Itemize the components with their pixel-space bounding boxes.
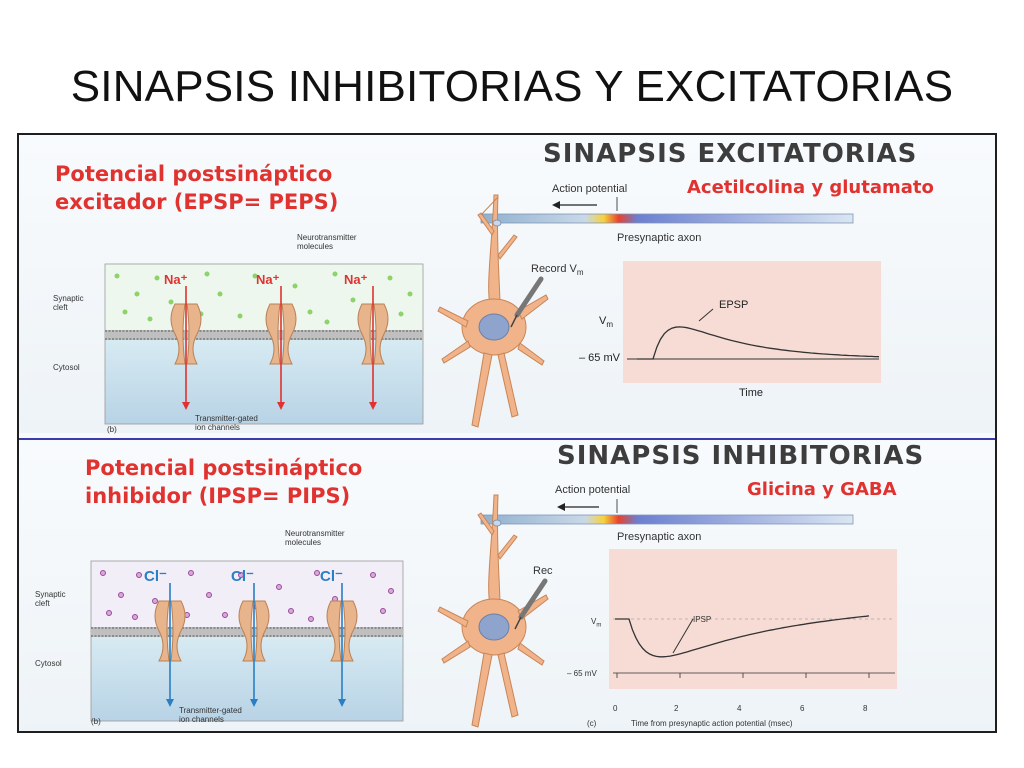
ipsp-tick-4: 4	[737, 704, 742, 713]
ipsp-graph	[609, 549, 897, 689]
ipsp-tick-2: 2	[674, 704, 679, 713]
vm-label-2: Vm	[591, 617, 602, 629]
ion-label-5: Cl⁻	[231, 568, 254, 585]
epsp-graph	[623, 261, 881, 383]
cytosol-label-2: Cytosol	[35, 659, 62, 668]
diagram-frame: Potencial postsináptico excitador (EPSP=…	[17, 133, 997, 733]
record-electrode-2	[514, 578, 548, 630]
neurotransmitter-label: Neurotransmitter molecules	[297, 233, 357, 251]
ion-label-1: Na⁺	[164, 272, 188, 287]
presynaptic-axon-label-2: Presynaptic axon	[617, 531, 702, 543]
ion-label-3: Na⁺	[344, 272, 368, 287]
epsp-title-line2: excitador (EPSP= PEPS)	[55, 190, 339, 214]
excitatory-transmitters: Acetilcolina y glutamato	[687, 177, 934, 198]
record-electrode	[510, 276, 544, 328]
neurotransmitter-label-2: Neurotransmitter molecules	[285, 529, 345, 547]
inhibitory-neuron	[437, 494, 549, 728]
action-potential-label: Action potential	[552, 183, 628, 195]
epsp-label: EPSP	[719, 299, 749, 311]
ipsp-x-axis-label: Time from presynaptic action potential (…	[631, 719, 793, 728]
panel-divider	[19, 438, 995, 440]
resting-potential-label-2: – 65 mV	[567, 669, 597, 678]
excitatory-neuron	[437, 194, 549, 428]
vm-label: Vm	[599, 315, 614, 330]
slide-title: SINAPSIS INHIBITORIAS Y EXCITATORIAS	[70, 62, 954, 111]
graph-letter-c: (c)	[587, 719, 597, 728]
ipsp-label: IPSP	[693, 615, 712, 624]
panel-letter-b-2: (b)	[91, 717, 101, 726]
ion-label-2: Na⁺	[256, 272, 280, 287]
ipsp-tick-6: 6	[800, 704, 805, 713]
ipsp-tick-8: 8	[863, 704, 868, 713]
ipsp-tick-0: 0	[613, 704, 618, 713]
excitatory-membrane-diagram	[104, 263, 424, 425]
record-label-2: Rec	[533, 565, 553, 577]
ion-channels-label: Transmitter-gated ion channels	[195, 414, 258, 432]
ipsp-title-line1: Potencial postsináptico	[85, 456, 363, 480]
ion-label-4: Cl⁻	[144, 568, 167, 585]
inhibitory-heading: SINAPSIS INHIBITORIAS	[557, 441, 925, 471]
synaptic-cleft-label-2: Synaptic cleft	[35, 590, 66, 608]
epsp-title-line1: Potencial postsináptico	[55, 162, 333, 186]
inhibitory-membrane-diagram	[90, 560, 404, 722]
excitatory-heading: SINAPSIS EXCITATORIAS	[543, 139, 918, 169]
presynaptic-axon-label: Presynaptic axon	[617, 232, 702, 244]
inhibitory-transmitters: Glicina y GABA	[747, 479, 897, 500]
ion-label-6: Cl⁻	[320, 568, 343, 585]
ipsp-title-line2: inhibidor (IPSP= PIPS)	[85, 484, 351, 508]
time-label: Time	[739, 387, 764, 399]
synaptic-cleft-label: Synaptic cleft	[53, 294, 84, 312]
resting-potential-label: – 65 mV	[579, 352, 620, 364]
panel-letter-b: (b)	[107, 425, 117, 434]
action-potential-label-2: Action potential	[555, 484, 631, 496]
ion-channels-label-2: Transmitter-gated ion channels	[179, 706, 242, 724]
record-label: Record Vm	[531, 263, 584, 278]
cytosol-label: Cytosol	[53, 363, 80, 372]
